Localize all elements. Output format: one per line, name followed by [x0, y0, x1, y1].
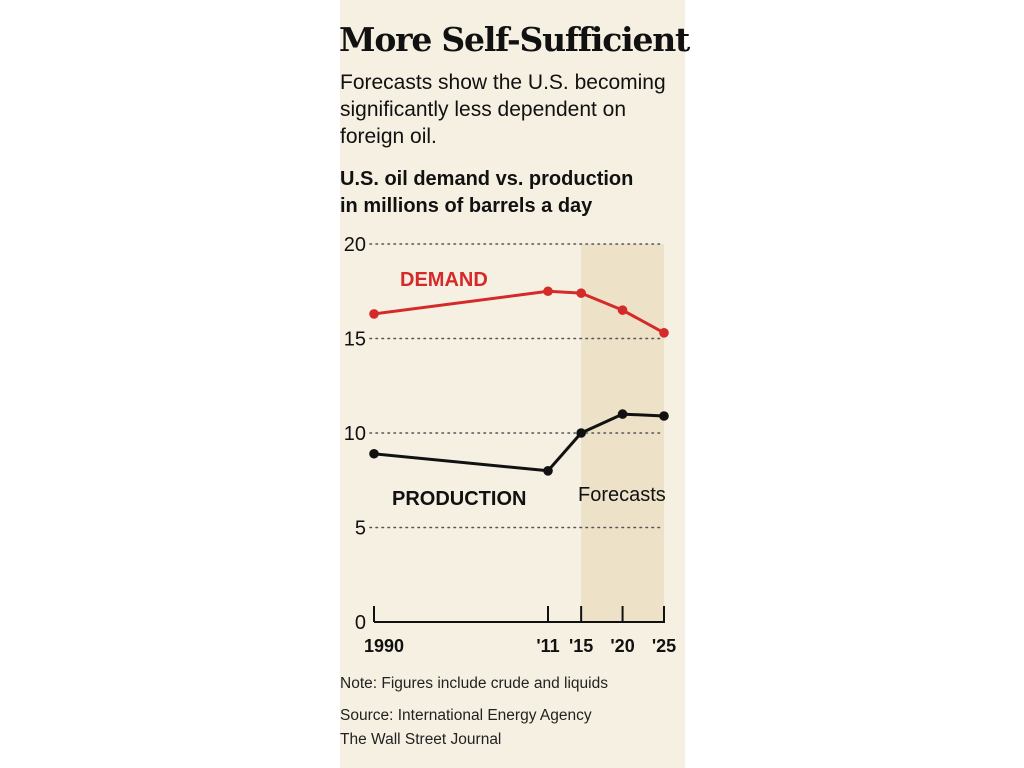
chart-source: Source: International Energy Agency	[340, 707, 592, 724]
production-point	[369, 448, 379, 459]
x-tick-label: 1990	[364, 636, 404, 656]
x-tick-label: '15	[569, 636, 593, 656]
y-tick-label: 5	[355, 518, 366, 540]
production-series-label: PRODUCTION	[392, 488, 526, 510]
production-point	[659, 411, 669, 421]
y-tick-label: 20	[344, 234, 366, 256]
demand-point	[659, 328, 669, 338]
y-tick-label: 10	[344, 423, 366, 445]
x-tick-label: '25	[652, 636, 676, 656]
y-tick-label: 0	[355, 612, 366, 634]
demand-point	[576, 288, 586, 298]
forecasts-label: Forecasts	[578, 484, 666, 506]
demand-point	[617, 305, 628, 315]
chart-credit: The Wall Street Journal	[340, 731, 502, 748]
chart-heading: U.S. oil demand vs. production in millio…	[340, 166, 680, 220]
chart-heading-line1: U.S. oil demand vs. production	[340, 168, 634, 190]
chart-note: Note: Figures include crude and liquids	[340, 675, 608, 692]
production-point	[617, 409, 628, 419]
chart-subtitle: Forecasts show the U.S. becoming signifi…	[340, 71, 666, 148]
x-tick-label: '20	[610, 636, 634, 656]
production-point	[543, 466, 553, 476]
demand-point	[543, 286, 553, 297]
chart-heading-line2: in millions of barrels a day	[340, 195, 593, 217]
chart-title: More Self-Sufficient	[339, 20, 690, 59]
demand-series-label: DEMAND	[400, 269, 488, 291]
x-tick-label: '11	[536, 636, 559, 656]
production-point	[576, 428, 586, 438]
y-tick-label: 15	[344, 329, 366, 351]
demand-point	[369, 309, 379, 319]
